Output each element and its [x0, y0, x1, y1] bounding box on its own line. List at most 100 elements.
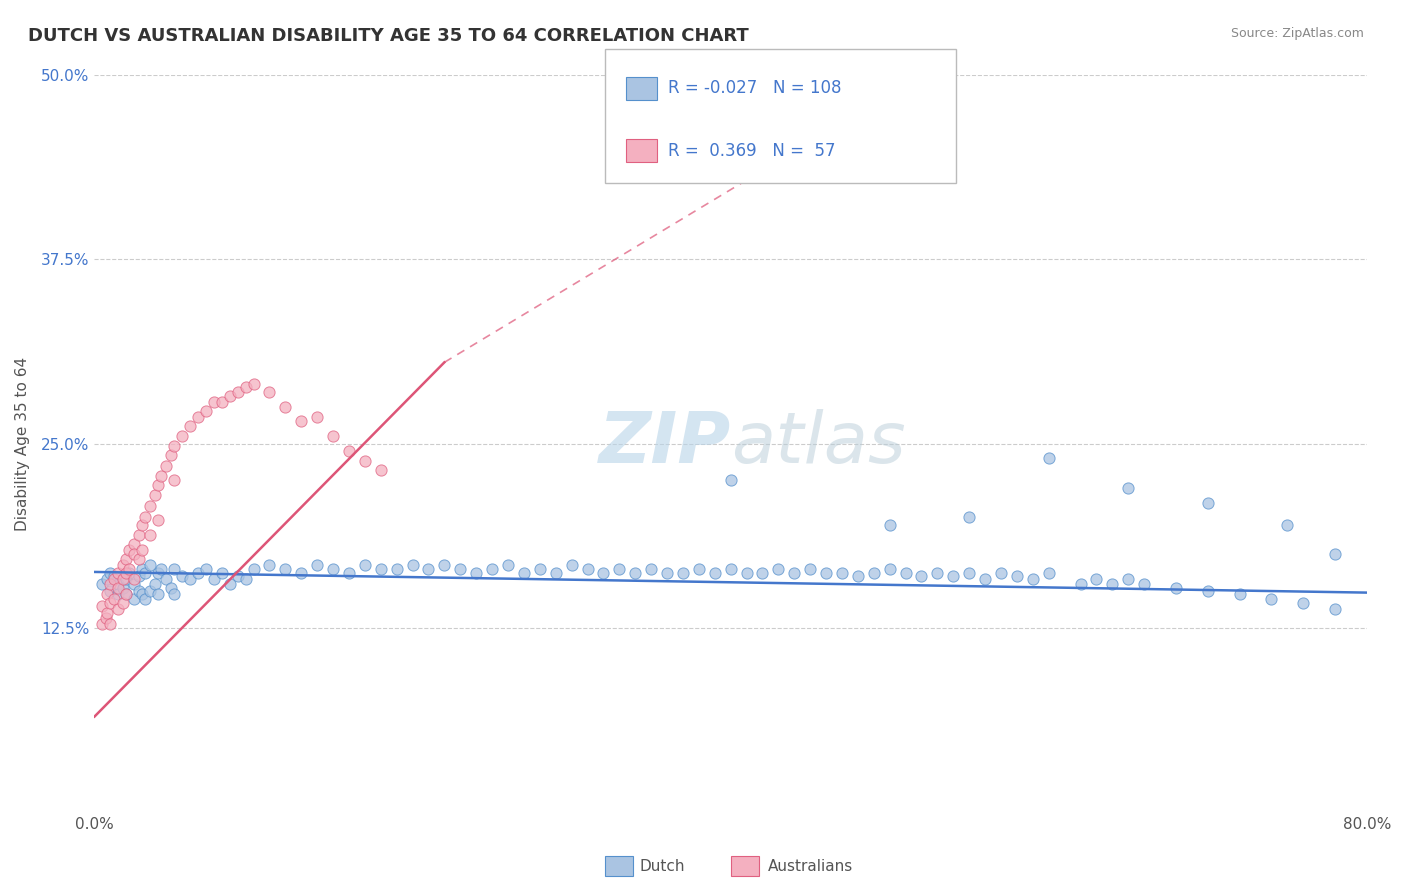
Point	[131, 562, 153, 576]
Text: Source: ZipAtlas.com: Source: ZipAtlas.com	[1230, 27, 1364, 40]
Point	[1324, 602, 1347, 616]
Point	[735, 566, 758, 581]
Point	[100, 566, 122, 581]
Point	[112, 581, 135, 595]
Point	[242, 562, 264, 576]
Point	[337, 566, 360, 581]
Point	[370, 463, 392, 477]
Point	[290, 414, 312, 428]
Point	[242, 377, 264, 392]
Point	[179, 418, 201, 433]
Point	[544, 566, 567, 581]
Point	[163, 587, 186, 601]
Point	[322, 429, 344, 443]
Point	[103, 569, 125, 583]
Point	[894, 566, 917, 581]
Point	[640, 562, 662, 576]
Point	[957, 510, 980, 524]
Point	[115, 572, 138, 586]
Point	[139, 528, 162, 542]
Point	[370, 562, 392, 576]
Point	[194, 562, 217, 576]
Point	[155, 458, 177, 473]
Point	[337, 444, 360, 458]
Point	[831, 566, 853, 581]
Point	[322, 562, 344, 576]
Point	[159, 581, 181, 595]
Point	[143, 576, 166, 591]
Text: Australians: Australians	[768, 859, 853, 873]
Point	[307, 409, 329, 424]
Point	[103, 591, 125, 606]
Point	[218, 389, 240, 403]
Y-axis label: Disability Age 35 to 64: Disability Age 35 to 64	[15, 357, 30, 531]
Point	[139, 558, 162, 572]
Point	[163, 562, 186, 576]
Point	[100, 576, 122, 591]
Point	[118, 562, 141, 576]
Point	[96, 607, 118, 621]
Point	[862, 566, 884, 581]
Point	[990, 566, 1012, 581]
Point	[122, 537, 145, 551]
Point	[107, 576, 129, 591]
Point	[688, 562, 710, 576]
Point	[290, 566, 312, 581]
Point	[576, 562, 599, 576]
Point	[112, 558, 135, 572]
Point	[202, 395, 225, 409]
Point	[134, 566, 156, 581]
Point	[100, 596, 122, 610]
Point	[418, 562, 440, 576]
Point	[259, 384, 281, 399]
Point	[115, 587, 138, 601]
Text: Dutch: Dutch	[640, 859, 685, 873]
Point	[910, 569, 932, 583]
Point	[107, 581, 129, 595]
Point	[131, 587, 153, 601]
Point	[146, 587, 169, 601]
Point	[672, 566, 695, 581]
Point	[146, 513, 169, 527]
Point	[433, 558, 456, 572]
Point	[128, 569, 150, 583]
Point	[274, 400, 297, 414]
Point	[163, 440, 186, 454]
Point	[496, 558, 519, 572]
Point	[146, 478, 169, 492]
Point	[879, 517, 901, 532]
Point	[131, 517, 153, 532]
Point	[783, 566, 806, 581]
Point	[128, 528, 150, 542]
Point	[115, 566, 138, 581]
Point	[942, 569, 965, 583]
Point	[259, 558, 281, 572]
Point	[122, 591, 145, 606]
Point	[274, 562, 297, 576]
Text: ZIP: ZIP	[599, 409, 731, 478]
Point	[529, 562, 551, 576]
Point	[1260, 591, 1282, 606]
Point	[107, 602, 129, 616]
Point	[1164, 581, 1187, 595]
Point	[592, 566, 614, 581]
Point	[202, 572, 225, 586]
Point	[607, 562, 630, 576]
Point	[1324, 547, 1347, 561]
Point	[768, 562, 790, 576]
Text: R =  0.369   N =  57: R = 0.369 N = 57	[668, 142, 835, 160]
Point	[139, 499, 162, 513]
Point	[401, 558, 423, 572]
Point	[1022, 572, 1045, 586]
Point	[122, 547, 145, 561]
Point	[1005, 569, 1028, 583]
Point	[91, 576, 114, 591]
Point	[799, 562, 821, 576]
Point	[655, 566, 678, 581]
Point	[1038, 566, 1060, 581]
Point	[100, 584, 122, 599]
Point	[187, 409, 209, 424]
Point	[927, 566, 949, 581]
Point	[91, 616, 114, 631]
Point	[107, 587, 129, 601]
